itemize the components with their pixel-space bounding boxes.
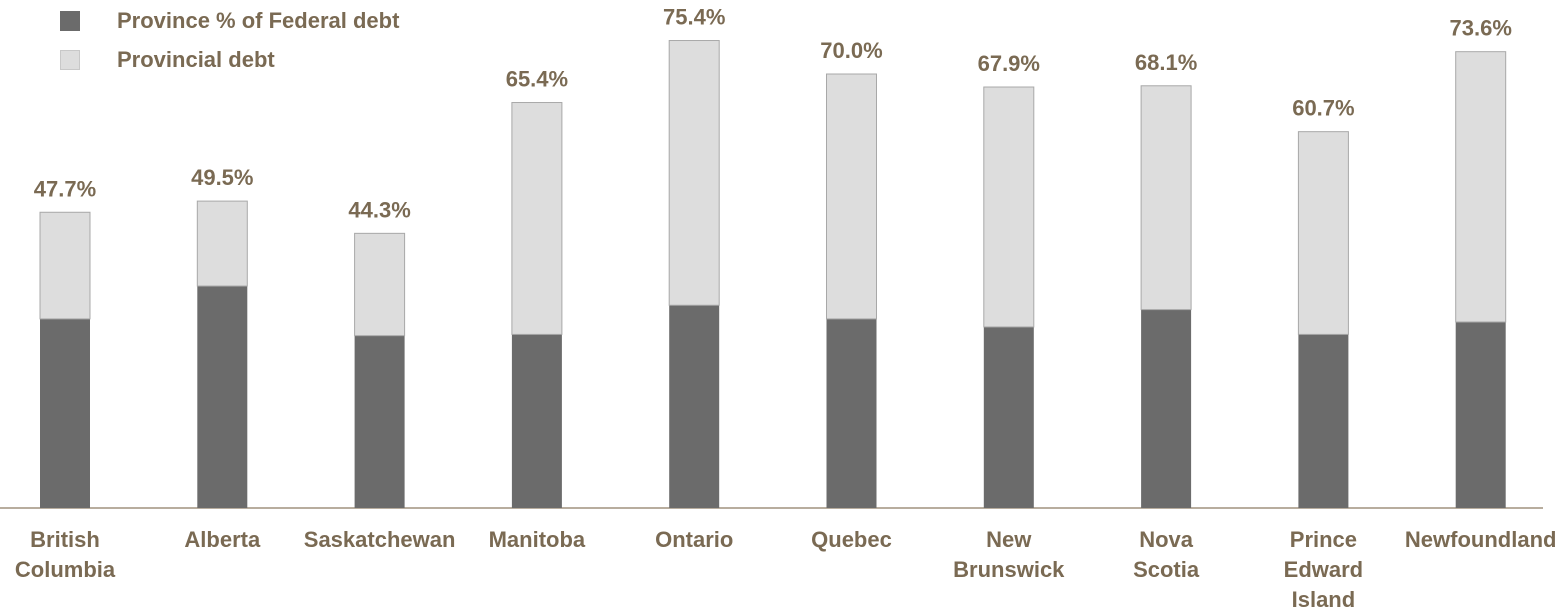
category-label-line: Prince [1290,527,1357,552]
category-label-line: Brunswick [953,557,1065,582]
category-label-line: Nova [1139,527,1194,552]
bar-provincial-alberta [196,200,248,287]
bar-federal-saskatchewan [354,335,405,508]
bar-provincial-prince-edward-island [1297,131,1349,335]
bar-provincial-nova-scotia [1140,85,1192,311]
category-label-line: Ontario [655,527,733,552]
bar-provincial-saskatchewan [354,232,406,337]
category-label-line: Manitoba [489,527,586,552]
category-label-new-brunswick: New Brunswick [953,527,1065,582]
bar-federal-nova-scotia [1141,309,1192,508]
bar-federal-newfoundland [1455,322,1506,508]
category-label-ontario: Ontario [655,527,733,552]
legend-label-federal: Province % of Federal debt [117,8,400,33]
data-label-newfoundland: 73.6% [1450,16,1512,41]
category-label-line: British [30,527,100,552]
legend-swatch-provincial [60,50,80,70]
data-label-british-columbia: 47.7% [34,176,96,201]
bar-provincial-british-columbia [39,211,91,320]
category-label-line: Columbia [15,557,116,582]
bar-provincial-manitoba [511,102,563,335]
bar-provincial-ontario [668,40,720,306]
category-label-line: Edward [1284,557,1363,582]
bar-provincial-new-brunswick [983,86,1035,328]
legend-swatch-federal [60,11,80,31]
category-label-line: Scotia [1133,557,1200,582]
legend-item-federal: Province % of Federal debt [60,8,399,34]
category-label-line: New [986,527,1032,552]
category-label-manitoba: Manitoba [489,527,586,552]
data-label-saskatchewan: 44.3% [348,197,410,222]
category-label-quebec: Quebec [811,527,892,552]
data-label-manitoba: 65.4% [506,67,568,92]
category-label-newfoundland: Newfoundland [1405,527,1557,552]
category-label-line: Island [1292,587,1356,612]
data-label-ontario: 75.4% [663,5,725,30]
category-label-line: Alberta [184,527,261,552]
bar-federal-new-brunswick [983,326,1034,508]
data-label-prince-edward-island: 60.7% [1292,96,1354,121]
bar-provincial-quebec [826,73,877,320]
category-label-line: Saskatchewan [304,527,456,552]
bar-provincial-newfoundland [1455,51,1507,323]
data-label-alberta: 49.5% [191,165,253,190]
category-label-nova-scotia: Nova Scotia [1133,527,1200,582]
bar-federal-quebec [826,318,877,508]
category-label-british-columbia: British Columbia [15,527,116,582]
data-label-quebec: 70.0% [820,38,882,63]
legend-label-provincial: Provincial debt [117,47,275,72]
bar-federal-ontario [669,305,720,508]
data-label-new-brunswick: 67.9% [978,51,1040,76]
bar-federal-alberta [197,286,248,508]
category-label-line: Newfoundland [1405,527,1557,552]
category-label-line: Quebec [811,527,892,552]
category-label-saskatchewan: Saskatchewan [304,527,456,552]
category-label-prince-edward-island: Prince Edward Island [1284,527,1363,612]
legend-item-provincial: Provincial debt [60,47,275,73]
bar-federal-manitoba [511,334,562,508]
category-label-alberta: Alberta [184,527,261,552]
data-label-nova-scotia: 68.1% [1135,50,1197,75]
bar-federal-prince-edward-island [1298,334,1349,508]
bar-federal-british-columbia [40,318,90,508]
